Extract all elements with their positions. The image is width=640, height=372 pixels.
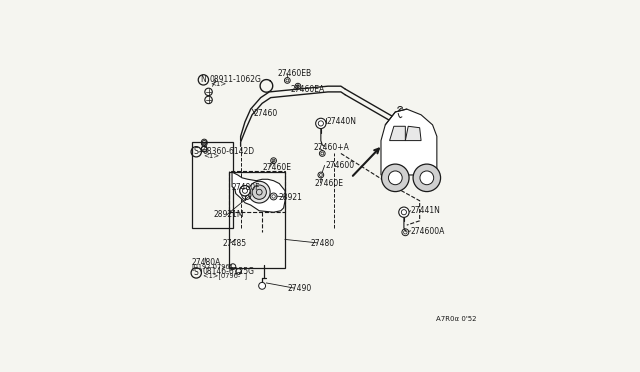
Text: 27460EB: 27460EB	[277, 69, 311, 78]
Text: 27460E: 27460E	[315, 179, 344, 188]
Circle shape	[388, 171, 402, 185]
Text: 27490: 27490	[287, 284, 312, 293]
Circle shape	[259, 282, 266, 289]
Text: 27440N: 27440N	[326, 117, 356, 126]
Text: 08360-6142D: 08360-6142D	[203, 147, 255, 156]
Text: N: N	[200, 76, 206, 84]
Text: 27460+A: 27460+A	[314, 143, 349, 152]
Text: S: S	[194, 269, 198, 278]
Text: 274600: 274600	[325, 161, 355, 170]
Text: 27460: 27460	[253, 109, 278, 118]
Text: A7R0α 0'52: A7R0α 0'52	[436, 316, 477, 322]
Text: 27480: 27480	[311, 239, 335, 248]
Circle shape	[413, 164, 440, 192]
Bar	[229, 172, 285, 268]
Circle shape	[381, 164, 409, 192]
Text: 08146-6125G: 08146-6125G	[202, 267, 255, 276]
Text: 28921: 28921	[279, 193, 303, 202]
Text: <1>: <1>	[210, 81, 226, 87]
Text: 27480A: 27480A	[191, 257, 220, 267]
Circle shape	[316, 118, 326, 129]
Bar	[229, 171, 285, 212]
Text: <1>[0796-  ]: <1>[0796- ]	[202, 273, 246, 279]
Text: S: S	[194, 147, 198, 156]
Polygon shape	[390, 126, 405, 141]
Text: 28921M: 28921M	[214, 210, 244, 219]
Polygon shape	[381, 109, 437, 175]
Text: 08911-1062G: 08911-1062G	[210, 75, 262, 84]
Text: 27460E: 27460E	[262, 163, 292, 172]
Text: [0192-0796]: [0192-0796]	[191, 263, 232, 270]
Bar	[192, 142, 234, 228]
Circle shape	[240, 186, 250, 196]
Text: 27460EA: 27460EA	[291, 86, 325, 94]
Circle shape	[399, 207, 409, 217]
Text: 27485: 27485	[223, 239, 246, 248]
Text: 27441N: 27441N	[410, 206, 440, 215]
Circle shape	[248, 181, 270, 203]
Polygon shape	[405, 126, 421, 141]
Text: 27480F: 27480F	[231, 183, 260, 192]
Text: <1>: <1>	[203, 153, 219, 159]
Text: 274600A: 274600A	[410, 227, 445, 235]
Circle shape	[420, 171, 434, 185]
Polygon shape	[232, 172, 285, 212]
Circle shape	[252, 185, 266, 199]
